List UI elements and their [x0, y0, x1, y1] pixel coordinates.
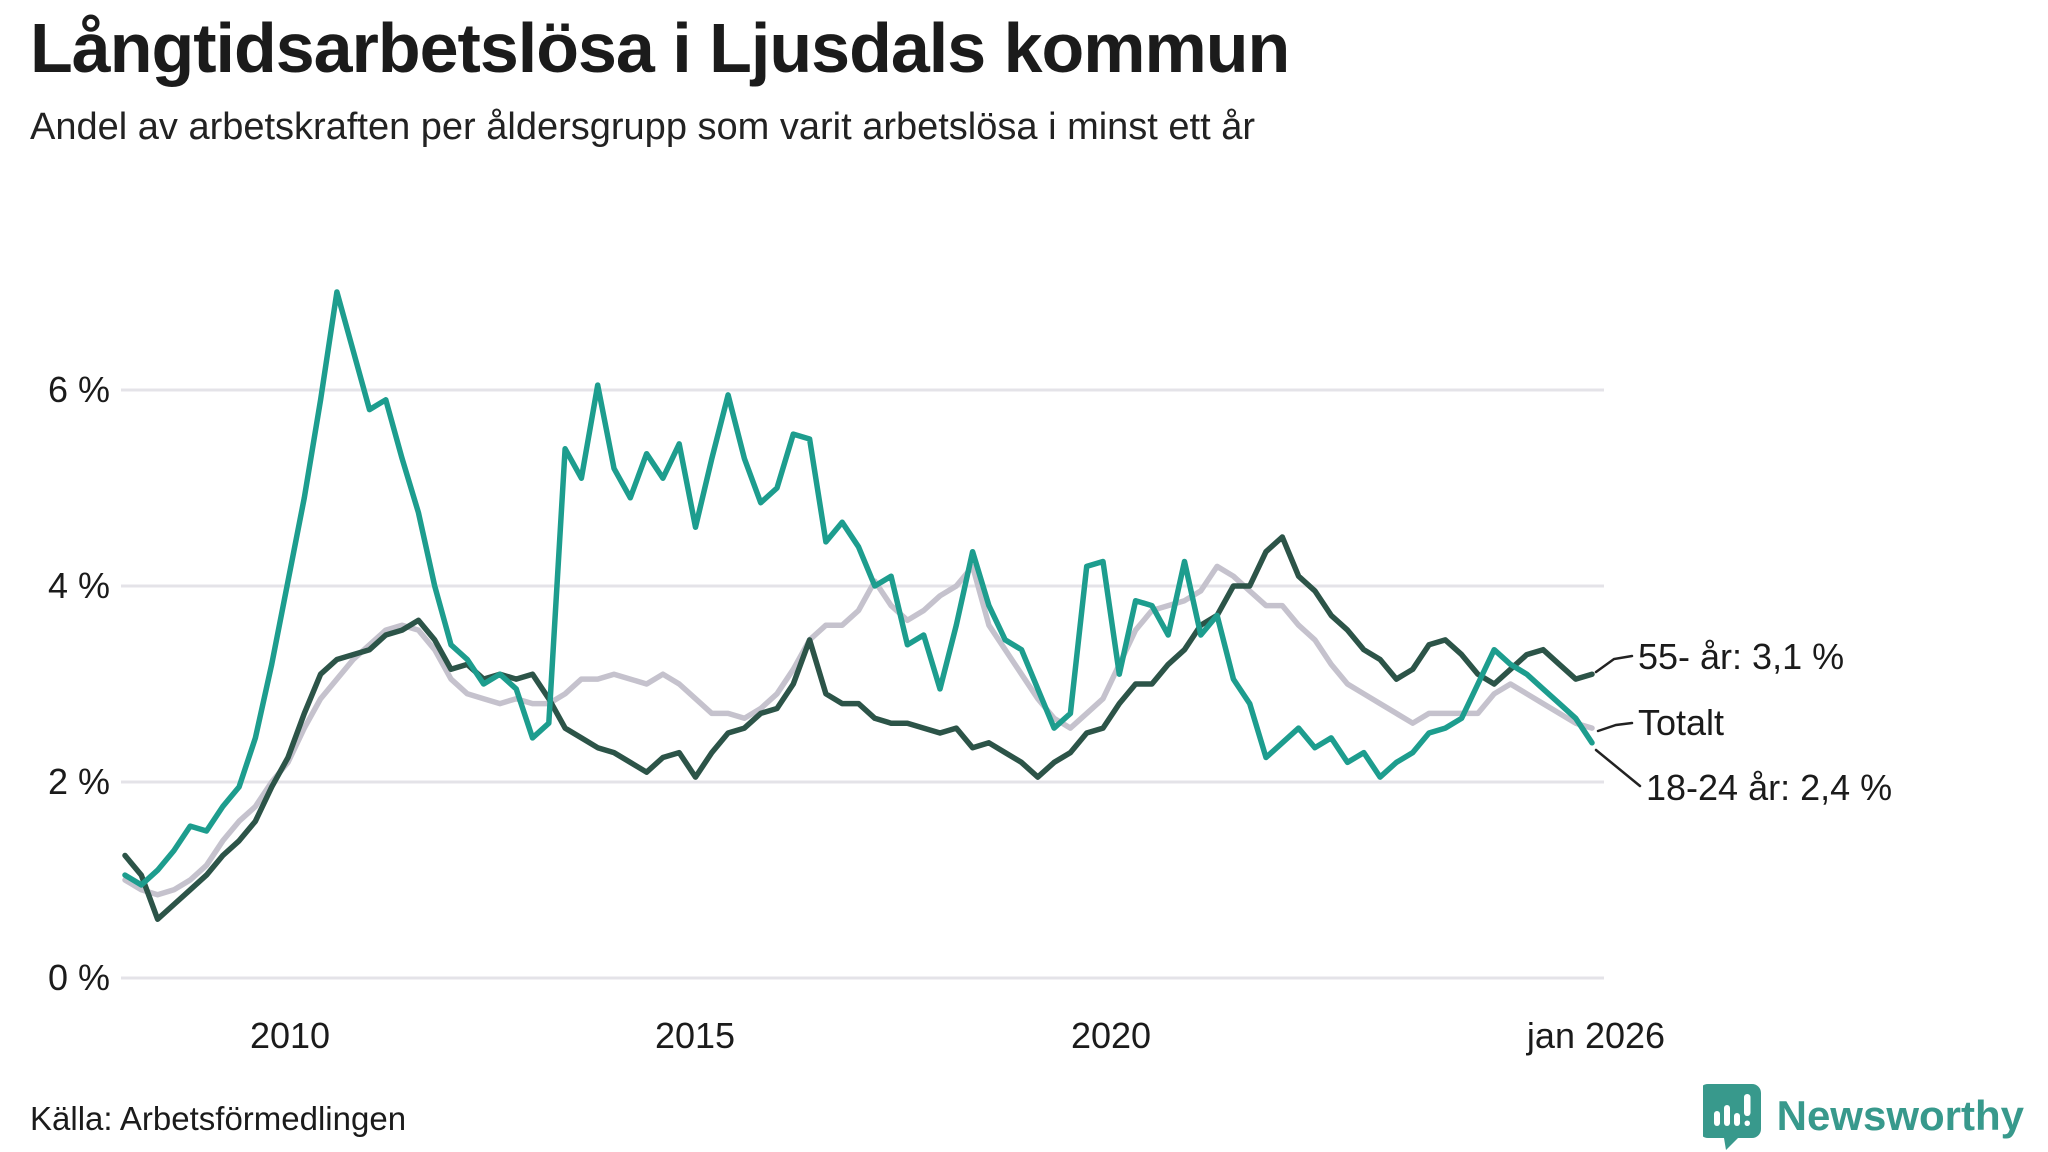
newsworthy-logo: Newsworthy — [1702, 1082, 2024, 1150]
leader-line-55plus — [1594, 654, 1634, 674]
series-label-55plus: 55- år: 3,1 % — [1638, 636, 1845, 677]
logo-bubble — [1702, 1084, 1761, 1150]
leader-line-18-24 — [1594, 748, 1642, 788]
logo-exclamation-dot — [1744, 1120, 1750, 1126]
logo-bar-1 — [1713, 1111, 1720, 1126]
x-tick-2010: 2010 — [249, 1015, 331, 1056]
logo-exclamation-bar — [1743, 1094, 1751, 1116]
series-line-55plus — [122, 534, 1595, 922]
grid-layer — [121, 388, 1604, 980]
newsworthy-logo-icon — [1702, 1084, 1761, 1150]
logo-bar-2 — [1723, 1105, 1730, 1126]
leader-layer — [1594, 654, 1642, 788]
newsworthy-wordmark: Newsworthy — [1776, 1092, 2024, 1139]
x-tick-2015: 2015 — [654, 1015, 736, 1056]
logo-bar-3 — [1733, 1113, 1740, 1126]
y-tick-4: 4 % — [47, 565, 110, 606]
y-tick-2: 2 % — [47, 761, 110, 802]
page-title: Långtidsarbetslösa i Ljusdals kommun — [30, 9, 1290, 87]
series-label-18-24: 18-24 år: 2,4 % — [1646, 767, 1893, 808]
y-tick-0: 0 % — [47, 957, 110, 998]
series-layer — [122, 289, 1595, 922]
series-line-18-24 — [122, 289, 1595, 888]
page-subtitle: Andel av arbetskraften per åldersgrupp s… — [30, 106, 1256, 148]
source-note: Källa: Arbetsförmedlingen — [30, 1100, 407, 1137]
leader-line-totalt — [1596, 721, 1634, 733]
y-tick-6: 6 % — [47, 369, 110, 410]
series-label-totalt: Totalt — [1638, 702, 1725, 743]
series-line-totalt — [122, 563, 1595, 898]
x-tick-jan2026: jan 2026 — [1526, 1015, 1666, 1056]
x-tick-2020: 2020 — [1070, 1015, 1152, 1056]
